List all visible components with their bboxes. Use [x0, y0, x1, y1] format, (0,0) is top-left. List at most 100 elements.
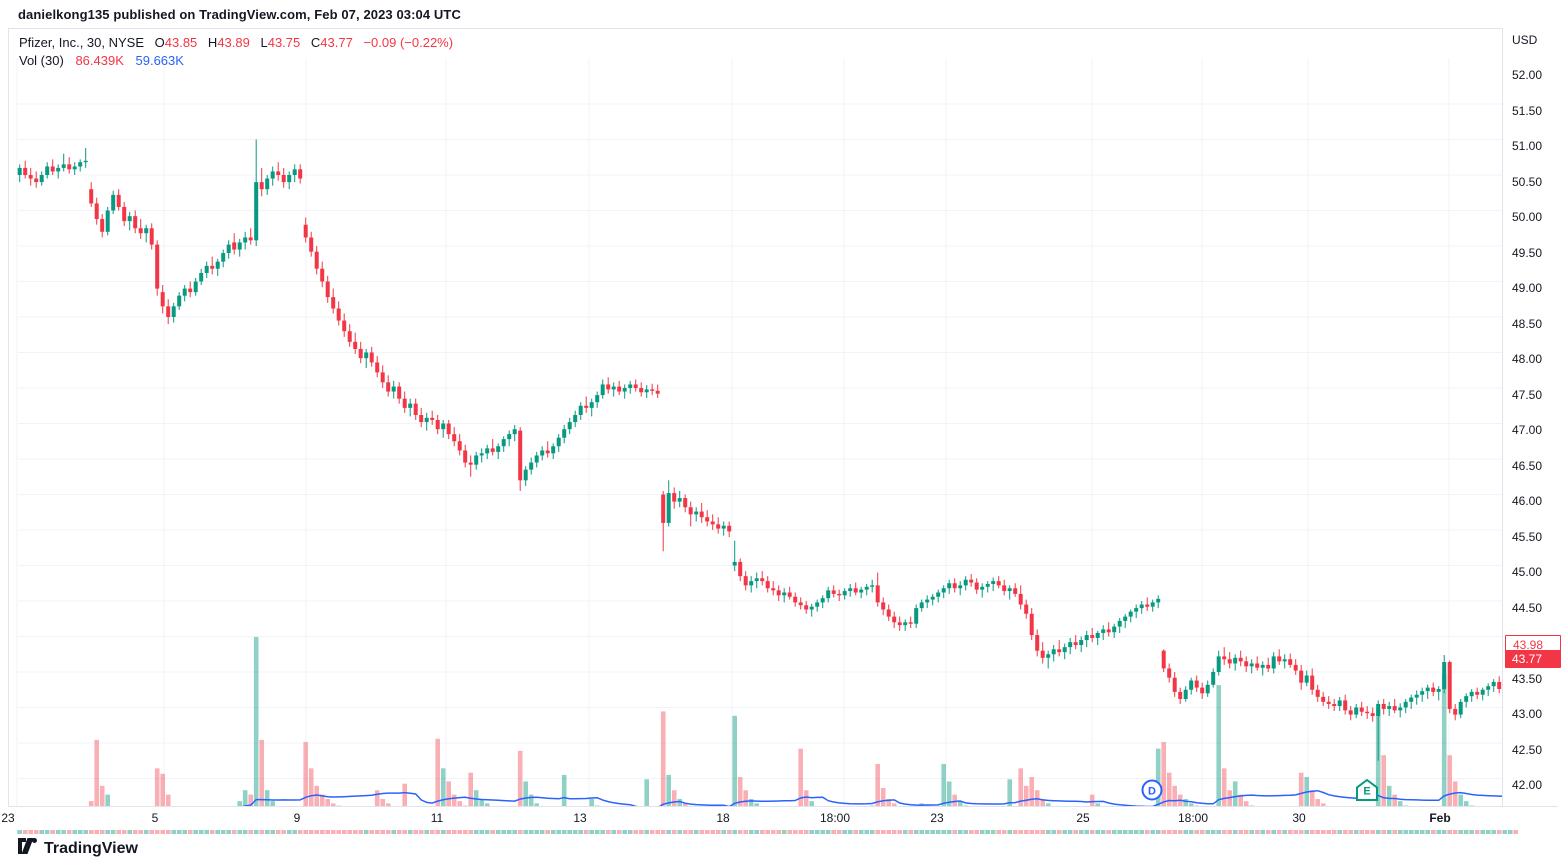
candle-body — [166, 306, 171, 317]
candle-body — [1244, 661, 1249, 667]
candle-body — [1233, 657, 1238, 664]
volume-bar — [160, 773, 165, 834]
volume-bar — [61, 826, 66, 834]
volume-legend[interactable]: Vol (30) 86.439K 59.663K — [19, 53, 184, 68]
candle-body — [655, 390, 660, 394]
candle-body — [650, 389, 655, 391]
candle-body — [1447, 662, 1452, 709]
time-axis-label: 18:00 — [819, 811, 851, 825]
price-axis-label: 52.00 — [1512, 68, 1543, 82]
candle-body — [595, 395, 600, 403]
candle-body — [358, 348, 363, 359]
candle-body — [1057, 649, 1062, 653]
candle-body — [1321, 696, 1326, 702]
candle-body — [710, 521, 715, 525]
symbol-legend[interactable]: Pfizer, Inc., 30, NYSE O43.85 H43.89 L43… — [19, 35, 453, 50]
candle-body — [578, 405, 583, 415]
time-axis-label: 18:00 — [1177, 811, 1209, 825]
dividend-marker[interactable]: D — [1141, 779, 1163, 801]
ohlc-change-value: −0.09 (−0.22%) — [363, 35, 454, 50]
price-axis-label: 43.50 — [1512, 671, 1543, 686]
candle-body — [1139, 604, 1144, 609]
candle-body — [1354, 707, 1359, 715]
candle-body — [325, 281, 330, 298]
candle-body — [254, 182, 259, 241]
price-axis-label: 43.00 — [1512, 707, 1543, 721]
candle-body — [155, 244, 160, 289]
candle-body — [265, 178, 270, 190]
time-axis-label: 23 — [1, 811, 15, 825]
candle-body — [1090, 635, 1095, 638]
ohlc-close-label: C — [310, 35, 321, 50]
svg-text:E: E — [1363, 786, 1370, 798]
candle-body — [116, 194, 121, 207]
candle-body — [980, 586, 985, 590]
candle-body — [1128, 611, 1133, 617]
candle-body — [1288, 659, 1293, 665]
volume-bar — [798, 748, 803, 834]
candle-body — [408, 403, 413, 408]
candle-body — [72, 166, 77, 170]
price-axis-label: 50.00 — [1512, 210, 1543, 224]
candle-body — [248, 237, 253, 241]
candle-body — [188, 288, 193, 293]
price-tag-last: 43.77 — [1505, 650, 1561, 669]
price-axis-label: 45.00 — [1512, 565, 1543, 579]
time-axis[interactable]: 23 5 9 11 13 18 18:00 23 25 18:00 30 Feb — [1, 806, 1558, 830]
chart-pane[interactable]: Pfizer, Inc., 30, NYSE O43.85 H43.89 L43… — [8, 28, 1558, 834]
tradingview-logo-icon[interactable] — [18, 838, 37, 859]
candle-body — [886, 609, 891, 617]
volume-bar — [732, 715, 737, 834]
candle-body — [677, 498, 682, 502]
candle-body — [754, 578, 759, 582]
candle-body — [545, 450, 550, 454]
candle-body — [1370, 713, 1375, 717]
volume-bar — [1166, 772, 1172, 834]
candle-body — [996, 581, 1001, 586]
candle-body — [320, 268, 325, 282]
candle-body — [930, 596, 935, 600]
candle-body — [1222, 656, 1227, 660]
candle-body — [127, 216, 132, 222]
candle-body — [303, 224, 308, 238]
candle-body — [666, 493, 671, 523]
candle-body — [859, 589, 864, 593]
candle-body — [644, 389, 649, 393]
candle-body — [1029, 613, 1034, 636]
volume-study-label: Vol (30) — [19, 53, 64, 68]
candle-body — [1266, 664, 1271, 669]
volume-bar — [154, 768, 160, 834]
candle-body — [1376, 703, 1381, 717]
candle-body — [1046, 654, 1051, 658]
price-axis-label: 48.00 — [1512, 352, 1543, 366]
footer: TradingView — [18, 838, 138, 859]
candle-body — [1436, 689, 1441, 692]
candle-body — [952, 583, 957, 589]
candle-body — [270, 171, 275, 179]
time-axis-label: Feb — [1429, 811, 1451, 825]
volume-bar — [517, 750, 523, 834]
candle-body — [1084, 635, 1089, 641]
chart-surface[interactable] — [9, 29, 1566, 865]
candle-body — [133, 216, 138, 229]
tradingview-logo-text[interactable]: TradingView — [44, 839, 138, 857]
price-axis[interactable]: USD 52.00 51.50 51.00 50.50 50.00 49.50 49.00 4… — [1502, 28, 1566, 806]
candle-body — [457, 441, 462, 451]
price-axis-label: 46.50 — [1512, 458, 1543, 473]
candle-body — [237, 242, 242, 250]
candle-body — [1134, 608, 1139, 612]
time-axis-label: 5 — [151, 811, 159, 825]
earnings-marker[interactable]: E — [1356, 778, 1378, 801]
volume-bar — [303, 742, 308, 834]
candle-body — [776, 590, 781, 596]
candle-body — [1238, 657, 1243, 662]
time-axis-label: 25 — [1076, 811, 1090, 825]
candle-body — [1035, 635, 1040, 651]
candle-body — [1359, 707, 1364, 712]
symbol-title[interactable]: Pfizer, Inc., 30, NYSE — [19, 35, 144, 50]
candle-body — [853, 588, 858, 593]
volume-value: 86.439K — [75, 53, 124, 68]
candle-body — [78, 162, 83, 167]
price-axis-label: 49.50 — [1512, 245, 1543, 260]
candle-body — [925, 599, 930, 603]
